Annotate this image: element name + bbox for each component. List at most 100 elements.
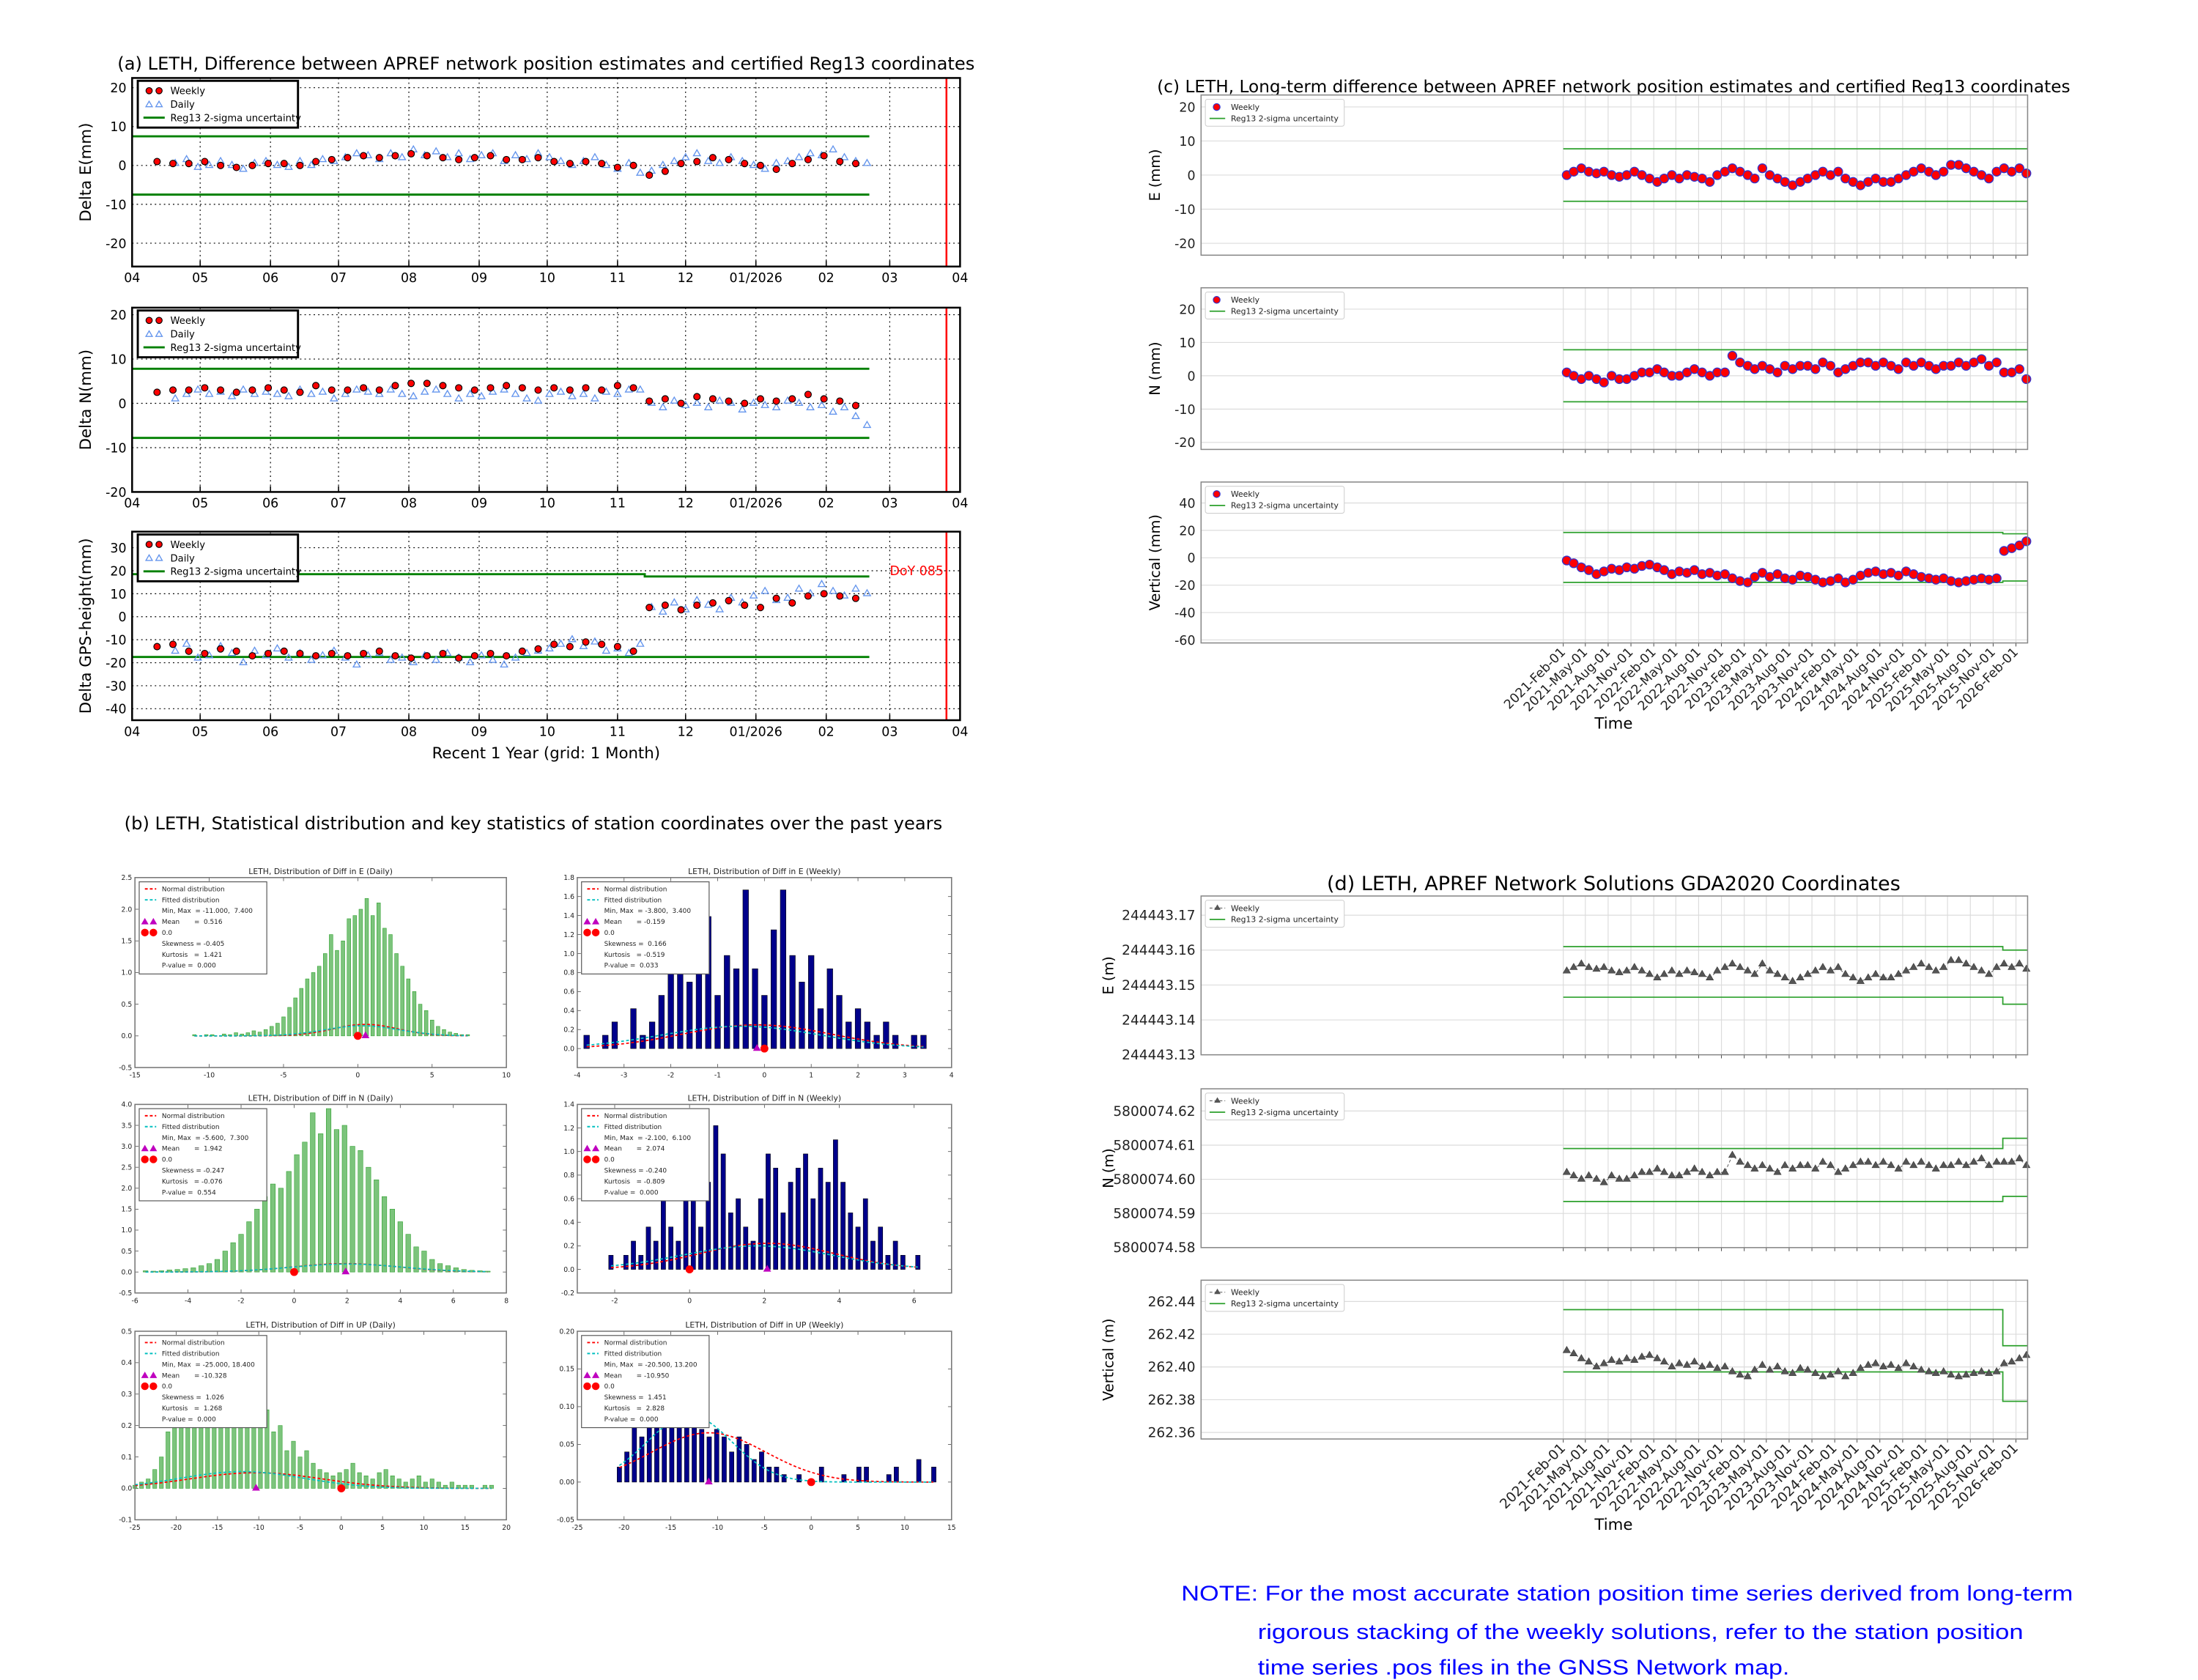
mean-marker	[361, 1031, 370, 1038]
weekly-point	[804, 155, 812, 163]
weekly-point	[1810, 364, 1821, 374]
histogram-bar	[833, 1139, 838, 1270]
weekly-point	[1720, 1362, 1729, 1369]
x-tick-label: 4	[837, 1297, 842, 1305]
legend: Normal distribution Fitted distribution Mi…	[138, 881, 267, 974]
weekly-point	[1917, 1365, 1925, 1373]
histogram-bar	[608, 1254, 614, 1270]
histogram-bar	[341, 1125, 347, 1273]
histogram-bar	[799, 982, 805, 1049]
legend-label: Reg13 2-sigma uncertainty	[1231, 114, 1339, 123]
y-tick-label: 5800074.58	[1113, 1240, 1195, 1256]
y-tick-label: 20	[110, 564, 126, 579]
legend-label: 0.0	[162, 1383, 172, 1391]
chart-c-panel-vertical: -60 -40 -20 0 20 40 Vertical (mm) Weekly Reg13 2…	[1147, 481, 2032, 715]
histogram-bar	[825, 1182, 831, 1270]
weekly-point	[582, 158, 590, 166]
histogram-bar	[238, 1234, 244, 1273]
weekly-point	[1690, 968, 1699, 975]
chart-c-title: (c) LETH, Long-term difference between A…	[1157, 77, 2070, 97]
weekly-point	[1856, 1157, 1865, 1165]
weekly-point	[2008, 1357, 2016, 1365]
y-tick-label: 0	[1188, 552, 1196, 566]
x-tick-label: 0	[292, 1297, 297, 1305]
y-tick-label: 1.2	[563, 931, 574, 939]
y-tick-label: 0	[1188, 169, 1196, 183]
histogram-bar	[770, 929, 777, 1049]
legend-label: Kurtosis = 1.268	[162, 1405, 223, 1413]
weekly-point	[280, 160, 288, 168]
weekly-point	[1864, 1157, 1873, 1165]
histogram-bar	[318, 1133, 324, 1273]
y-tick-label: 244443.17	[1122, 909, 1195, 924]
y-tick-label: -20	[1174, 579, 1195, 593]
y-tick-label: 244443.13	[1122, 1048, 1195, 1063]
plot-frame	[1200, 1088, 2029, 1248]
weekly-point	[296, 161, 304, 169]
weekly-point	[153, 388, 161, 396]
histogram-bar	[482, 1484, 487, 1489]
histogram-bar	[687, 982, 693, 1049]
daily-point	[386, 385, 396, 393]
legend-label: Skewness = 0.166	[604, 941, 667, 948]
histogram-bar	[311, 1462, 316, 1489]
histogram-bar	[720, 1153, 726, 1270]
y-tick-label: -0.05	[557, 1517, 574, 1525]
x-tick-label: 05	[192, 271, 208, 286]
y-tick-label: -20	[106, 486, 126, 500]
weekly-point	[613, 163, 621, 171]
y-tick-label: -60	[1174, 634, 1195, 648]
weekly-point	[613, 643, 621, 651]
plot-frame	[1200, 287, 2029, 451]
weekly-point	[375, 386, 383, 394]
weekly-point	[1909, 1161, 1918, 1169]
daily-point	[761, 586, 769, 594]
weekly-point	[851, 402, 859, 410]
daily-point	[635, 168, 645, 176]
histogram-bar	[429, 1259, 435, 1273]
daily-point	[556, 156, 566, 164]
x-tick-label: 11	[610, 271, 626, 286]
weekly-point	[1698, 1167, 1706, 1175]
histogram-bar	[894, 1466, 899, 1483]
note-line-3: time series .pos files in the GNSS Netwo…	[1258, 1656, 1790, 1679]
y-tick-label: 10	[110, 588, 126, 602]
weekly-point	[1690, 1164, 1699, 1172]
histogram-bar	[286, 1171, 292, 1273]
weekly-point	[1758, 1161, 1766, 1169]
chart-a-panel-north: 04 05 06 07 08 09 10 11 12 01/2026 02 03 04-20-10010…	[77, 306, 968, 511]
daily-point	[477, 651, 486, 659]
y-tick-label: -10	[106, 634, 126, 648]
histogram-bar	[358, 909, 363, 1037]
weekly-point	[1659, 969, 1668, 977]
weekly-point	[1977, 1367, 1986, 1374]
histogram-title: LETH, Distribution of Diff in E (Weekly)	[688, 867, 840, 876]
chart-a-title: (a) LETH, Difference between APREF netwo…	[117, 53, 974, 74]
legend-label: P-value = 0.033	[604, 963, 659, 970]
weekly-point	[693, 158, 701, 166]
histogram-bar	[780, 889, 786, 1049]
histogram-bar	[683, 1198, 689, 1270]
weekly-point	[708, 154, 717, 162]
legend-zero-marker	[149, 1382, 158, 1391]
daily-point	[692, 149, 702, 157]
daily-point	[591, 152, 599, 160]
y-tick-label: 0.5	[122, 1001, 133, 1009]
legend-label: Weekly	[1231, 295, 1260, 305]
y-axis-label: Vertical (m)	[1100, 1318, 1117, 1401]
y-tick-label: -0.2	[561, 1289, 574, 1298]
x-tick-label: 02	[818, 725, 835, 739]
weekly-point	[582, 638, 590, 646]
weekly-point	[645, 397, 654, 405]
x-tick-label: -15	[212, 1524, 223, 1532]
weekly-point	[1668, 966, 1676, 974]
legend: Weekly Reg13 2-sigma uncertainty	[1205, 1092, 1345, 1121]
y-axis-label: Delta GPS-height(mm)	[77, 538, 95, 714]
weekly-point	[772, 166, 780, 174]
histogram-bar	[750, 1240, 756, 1270]
x-tick-label: 03	[881, 497, 898, 511]
weekly-point	[1698, 969, 1706, 977]
weekly-point	[375, 154, 383, 162]
weekly-point	[1871, 969, 1880, 977]
legend: Weekly Daily Reg13 2-sigma uncertainty	[136, 533, 301, 582]
